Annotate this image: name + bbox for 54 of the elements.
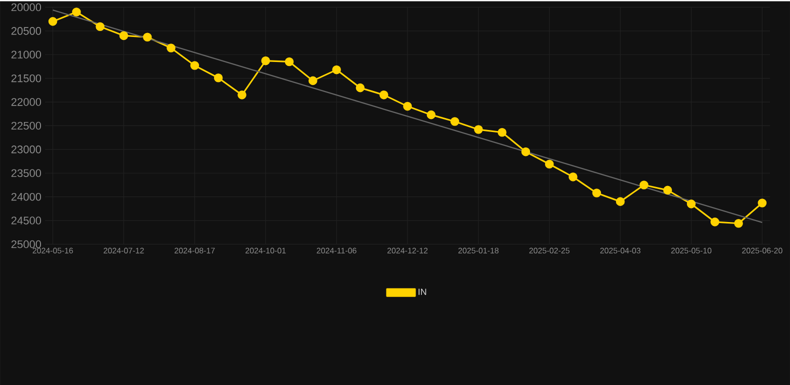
y-tick-label: 23000: [11, 145, 42, 154]
point: [284, 57, 294, 66]
point: [544, 160, 554, 168]
x-tick-label: 2024-07-12: [104, 248, 144, 254]
point: [142, 32, 152, 42]
point: [663, 186, 672, 194]
point: [332, 65, 341, 74]
point: [48, 16, 58, 26]
point: [119, 31, 128, 40]
x-tick-label: 2024-08-17: [174, 248, 215, 254]
point: [356, 83, 365, 92]
y-tick-label: 22000: [11, 98, 42, 106]
x-tick-label: 2025-02-25: [529, 248, 570, 254]
y-tick-label: 25000: [11, 240, 42, 248]
point: [238, 90, 246, 100]
point: [450, 116, 460, 126]
point: [214, 73, 223, 82]
point: [403, 102, 412, 111]
point: [616, 197, 625, 206]
point: [758, 198, 767, 208]
legend-label: IN: [418, 288, 426, 295]
point: [261, 56, 270, 66]
x-tick-label: 2025-06-20: [742, 248, 782, 254]
point: [686, 199, 696, 208]
point: [190, 61, 200, 70]
point: [498, 128, 506, 137]
y-tick-label: 21500: [11, 74, 42, 82]
point: [521, 147, 530, 156]
x-tick-label: 2024-11-06: [316, 248, 356, 254]
y-tick-label: 21000: [11, 50, 42, 58]
y-tick-label: 20000: [11, 3, 42, 12]
point: [734, 218, 743, 228]
x-tick-label: 2024-12-12: [387, 248, 428, 254]
point: [379, 90, 388, 100]
y-tick-label: 24500: [11, 216, 42, 224]
x-tick-label: 2025-01-18: [458, 248, 499, 254]
point: [308, 76, 318, 85]
point: [72, 7, 81, 16]
point: [592, 188, 602, 198]
point: [640, 180, 648, 190]
point: [426, 110, 436, 120]
x-tick-label: 2024-05-16: [32, 248, 73, 254]
x-tick-label: 2024-10-01: [246, 248, 286, 254]
point: [568, 172, 578, 182]
x-tick-label: 2025-05-10: [671, 248, 712, 254]
y-tick-label: 24000: [11, 192, 42, 201]
point: [96, 22, 105, 31]
y-tick-label: 22500: [11, 122, 42, 130]
point: [166, 43, 176, 52]
x-tick-label: 2025-04-03: [600, 248, 640, 254]
y-tick-label: 20500: [11, 26, 42, 35]
y-tick-label: 23500: [11, 169, 42, 177]
point: [474, 125, 483, 134]
point: [710, 217, 720, 226]
